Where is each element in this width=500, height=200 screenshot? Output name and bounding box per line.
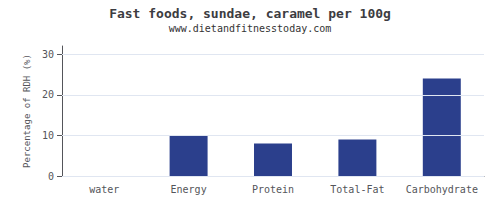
svg-text:30: 30 — [42, 49, 54, 60]
svg-text:Protein: Protein — [252, 184, 294, 195]
svg-text:Total-Fat: Total-Fat — [330, 184, 384, 195]
svg-text:Carbohydrate: Carbohydrate — [406, 184, 478, 195]
svg-text:Fast foods, sundae, caramel pe: Fast foods, sundae, caramel per 100g — [109, 6, 391, 21]
svg-text:Energy: Energy — [171, 184, 207, 195]
svg-text:Percentage of RDH (%): Percentage of RDH (%) — [22, 54, 32, 168]
svg-text:10: 10 — [42, 130, 54, 141]
svg-text:www.dietandfitnesstoday.com: www.dietandfitnesstoday.com — [169, 23, 332, 34]
svg-text:20: 20 — [42, 89, 54, 100]
svg-text:water: water — [89, 184, 119, 195]
svg-text:0: 0 — [48, 171, 54, 182]
